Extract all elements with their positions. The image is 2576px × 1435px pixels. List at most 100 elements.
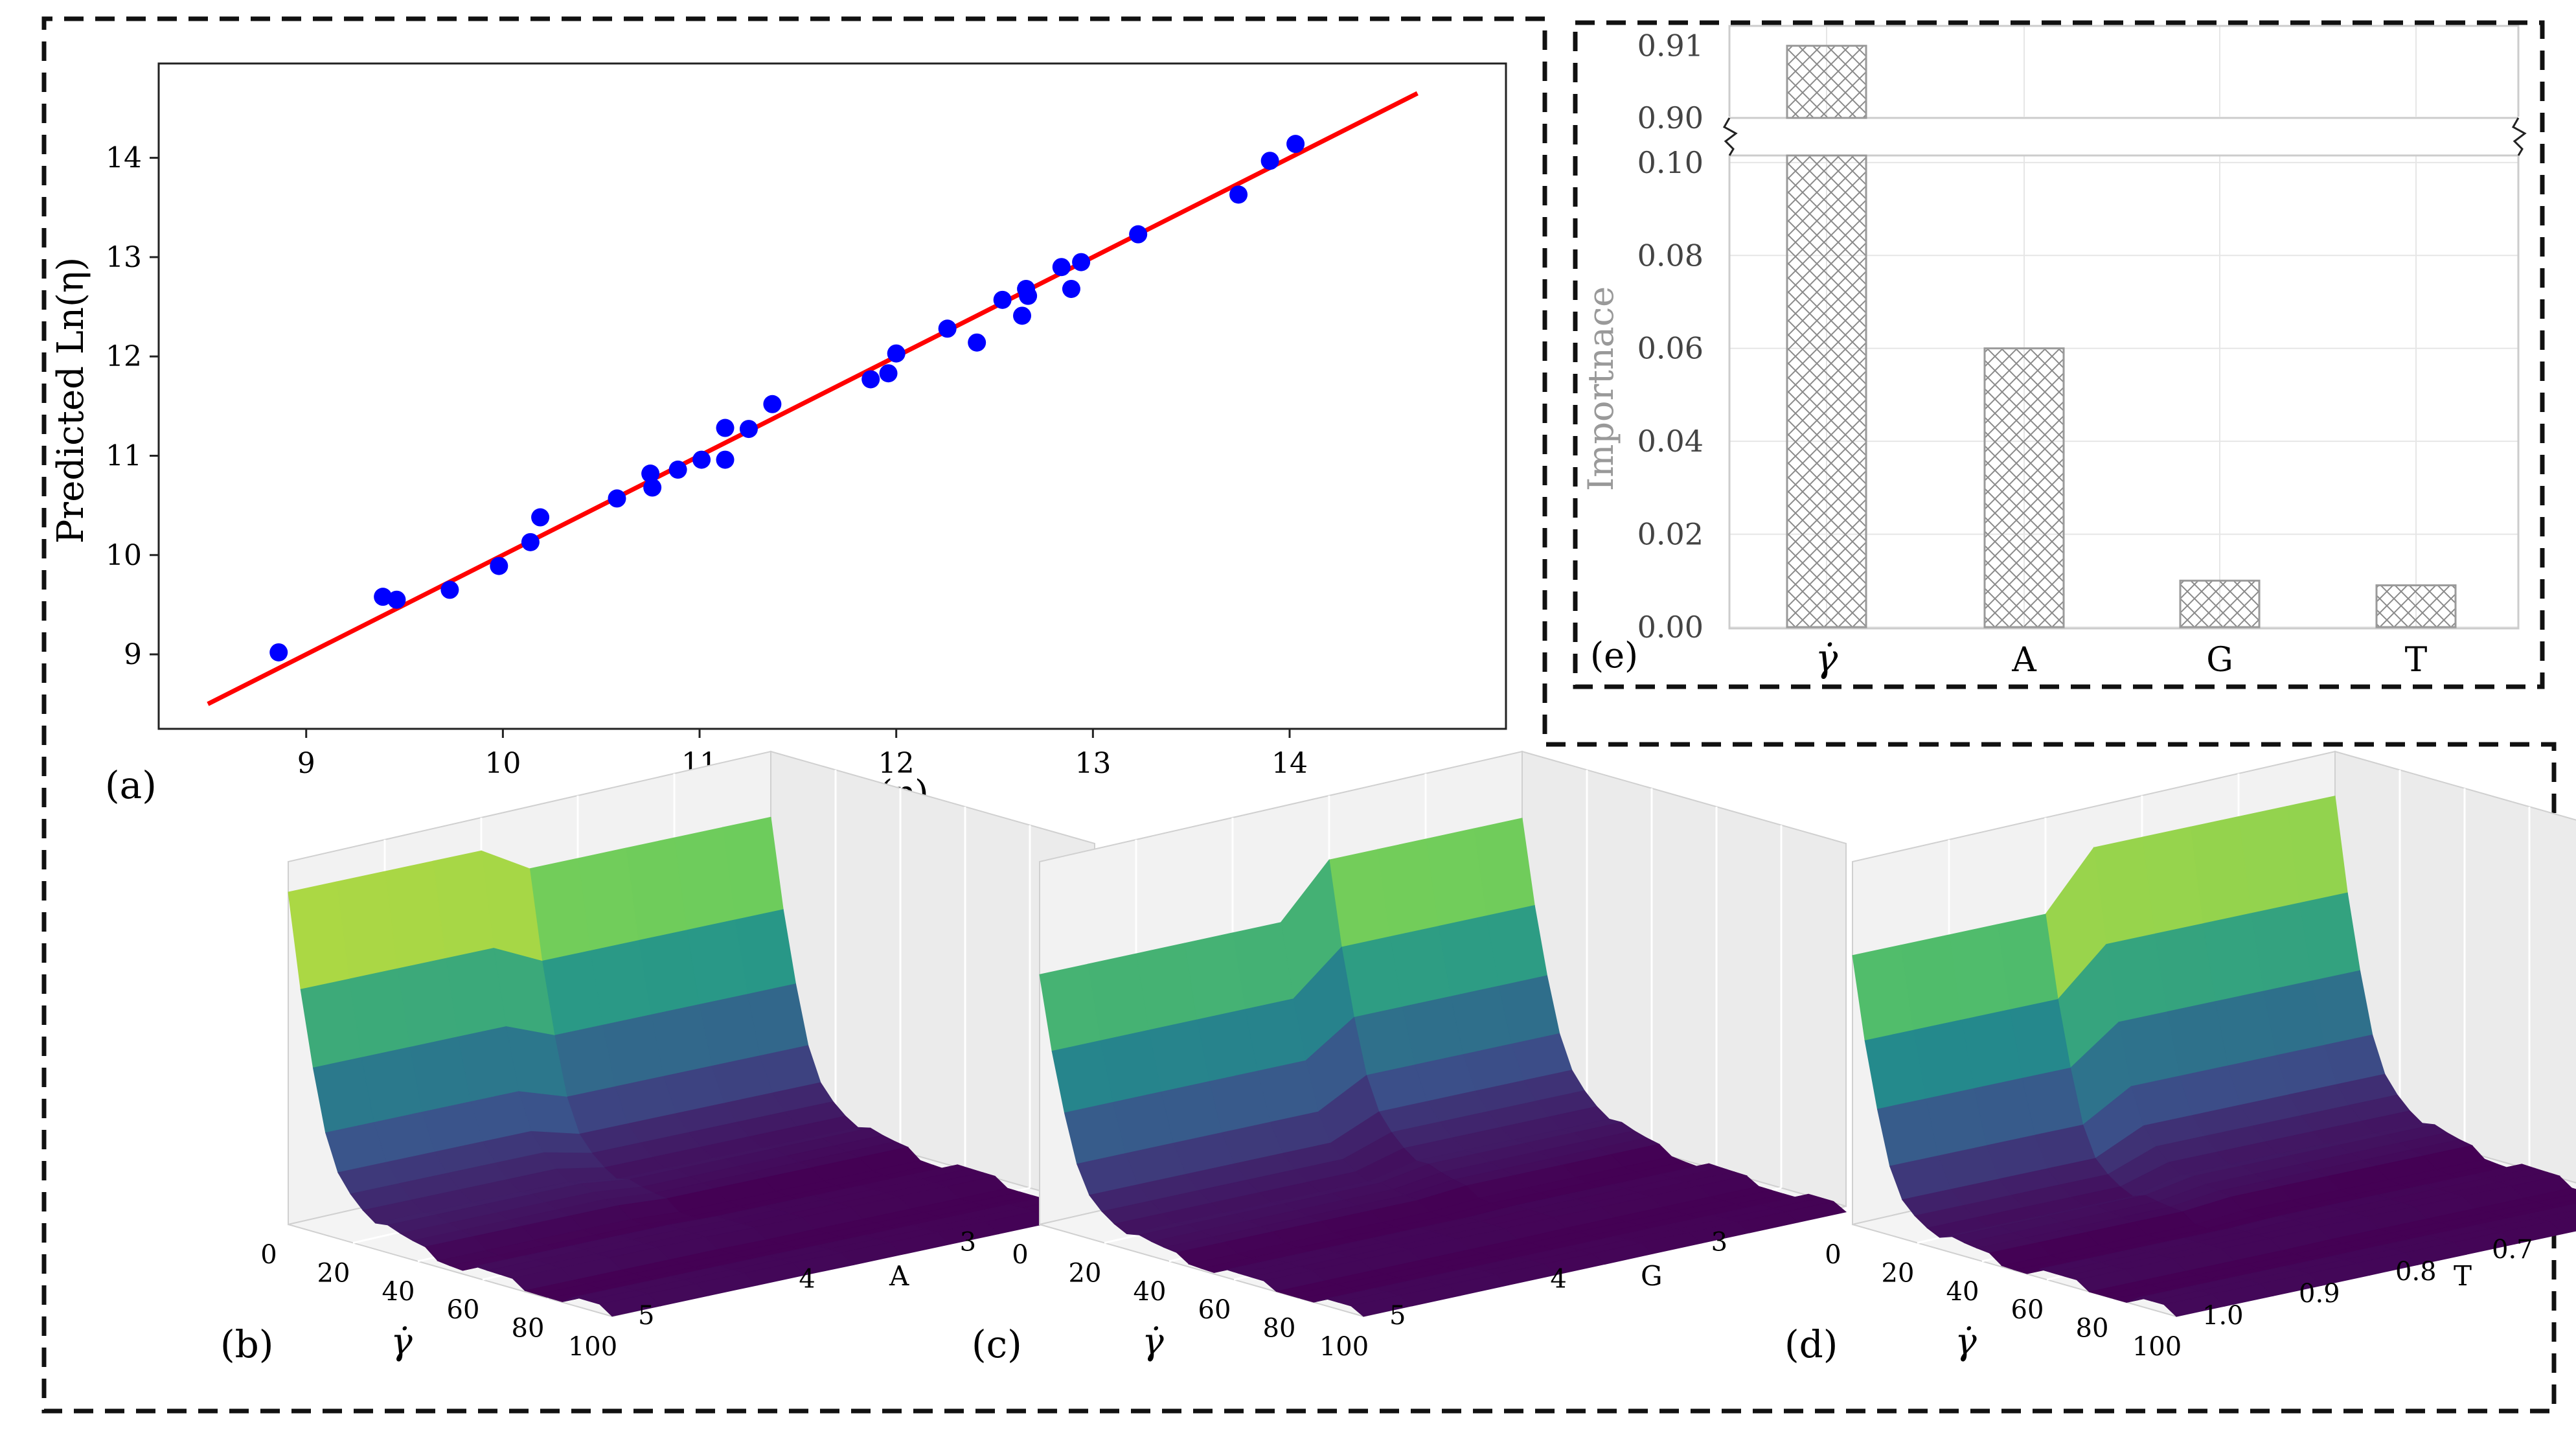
scatter-point [1062, 279, 1080, 298]
scatter-point [440, 580, 459, 599]
scatter-point [968, 333, 986, 352]
surface-patch [2163, 1294, 2226, 1317]
bar-y-tick-label: 0.02 [1637, 517, 1704, 552]
x-tick-label: 12 [878, 747, 915, 780]
surface-y-axis-label: T [2454, 1260, 2472, 1292]
x-tick-label: 13 [1075, 747, 1111, 780]
surface-y-tick-label: 0.9 [2299, 1279, 2340, 1309]
scatter-point [521, 533, 540, 551]
surface-y-tick-label: 0.7 [2492, 1235, 2533, 1265]
surface-x-tick-label: 100 [1319, 1332, 1369, 1362]
bar-y-tick-label: 0.08 [1637, 238, 1704, 273]
surface-y-tick-label: 3 [1711, 1228, 1727, 1257]
bar-y-tick-label: 0.04 [1637, 424, 1704, 459]
surface-x-tick-label: 80 [1263, 1314, 1296, 1344]
surface-x-tick-label: 0 [1012, 1240, 1028, 1270]
scatter-point [887, 344, 906, 363]
scatter-point [387, 590, 406, 609]
surface-panel-c: 020406080100234591011121314γ̇GLn(η)(c) [972, 750, 2001, 1366]
surface-x-tick-label: 60 [2011, 1295, 2044, 1325]
surface-x-tick-label: 20 [1069, 1258, 1102, 1288]
surface-x-tick-label: 0 [260, 1240, 277, 1270]
panel-label-b: (b) [220, 1322, 273, 1366]
y-tick-label: 13 [106, 241, 142, 274]
surface-patch [598, 1293, 661, 1317]
surface-x-tick-label: 100 [568, 1332, 617, 1362]
panel-label-c: (c) [972, 1322, 1022, 1366]
y-tick-label: 9 [124, 638, 142, 671]
scatter-point [641, 465, 660, 483]
scatter-point [1229, 185, 1248, 204]
surface-y-tick-label: 4 [799, 1264, 815, 1294]
scatter-point [993, 290, 1012, 309]
scatter-point [668, 460, 687, 479]
bar-x-tick-label: γ̇ [1816, 636, 1838, 680]
axis-break-gap [1723, 117, 2526, 155]
surface-y-tick-label: 0.8 [2395, 1257, 2437, 1287]
scatter-point [269, 643, 288, 661]
x-tick-label: 10 [484, 747, 521, 780]
bar [2375, 584, 2457, 628]
surface-x-tick-label: 80 [512, 1314, 545, 1344]
x-tick-label: 14 [1271, 747, 1308, 780]
surface-x-tick-label: 40 [1946, 1277, 1979, 1307]
scatter-point [1129, 225, 1148, 244]
dashed-borders [41, 16, 2557, 1414]
axis-break-mark-right [2511, 117, 2527, 156]
surface-patch [1350, 1295, 1413, 1317]
bar-y-tick-label: 0.91 [1637, 29, 1704, 63]
scatter-points [269, 135, 1305, 661]
scatter-point [531, 508, 550, 527]
surface-panel-b: 0204060801002345910111213γ̇ALn(η)(b) [220, 750, 1249, 1366]
dashed-border-panel-e [1573, 20, 2545, 689]
scatter-point [716, 419, 735, 437]
bar-plot-frame [1728, 25, 2520, 630]
surface-x-tick-label: 20 [317, 1258, 350, 1288]
scatter-point [716, 450, 735, 469]
bars [1786, 45, 2457, 628]
scatter-point [608, 489, 626, 508]
y-tick-label: 10 [106, 539, 142, 572]
y-tick-label: 12 [106, 340, 142, 373]
surface-x-axis-label: γ̇ [1142, 1321, 1164, 1363]
y-tick-label: 14 [106, 142, 142, 175]
surface-x-tick-label: 0 [1825, 1240, 1841, 1270]
surface-x-tick-label: 100 [2132, 1332, 2182, 1362]
bar-y-tick-label: 0.00 [1637, 610, 1704, 645]
surface-x-tick-label: 60 [447, 1295, 480, 1325]
surface-y-tick-label: 5 [1389, 1301, 1406, 1331]
x-tick-label: 9 [297, 747, 315, 780]
bar-y-ticks: 0.00 0.02 0.04 0.06 0.08 0.10 0.90 0.91 [1637, 29, 1704, 645]
scatter-point [374, 588, 393, 606]
scatter-point [938, 319, 957, 338]
bar-y-tick-label: 0.10 [1637, 145, 1704, 180]
scatter-point [692, 450, 711, 469]
scatter-point [879, 364, 898, 383]
bar-x-ticks: γ̇ A G T [1816, 636, 2428, 680]
surface-x-tick-label: 40 [382, 1277, 415, 1307]
scatter-point [1019, 286, 1038, 305]
panel-label-a: (a) [105, 763, 157, 807]
bar-x-tick-label: T [2405, 641, 2428, 680]
bar-x-tick-label: G [2206, 641, 2233, 680]
scatter-point [1072, 253, 1091, 271]
scatter-point [861, 370, 880, 389]
surface-x-axis-label: γ̇ [1955, 1321, 1977, 1363]
surface-y-axis-label: A [889, 1260, 909, 1292]
surface-panel-d: 0204060801000.50.60.70.80.91.0910111213γ… [1784, 750, 2576, 1366]
panel-label-d: (d) [1784, 1322, 1838, 1366]
scatter-point [1052, 258, 1071, 277]
scatter-point [1286, 135, 1305, 154]
scatter-point [739, 420, 758, 439]
surface-y-tick-label: 4 [1550, 1264, 1566, 1294]
bar-y-tick-label: 0.06 [1637, 331, 1704, 366]
surface-y-tick-label: 3 [960, 1228, 976, 1257]
bar-y-tick-label: 0.90 [1637, 100, 1704, 135]
panel-label-e: (e) [1590, 635, 1638, 676]
scatter-y-axis-label: Predicted Ln(η) [50, 257, 92, 544]
dashed-border-main [41, 16, 2557, 1414]
surface-y-axis-label: G [1641, 1260, 1663, 1292]
bar-upper-segment [1786, 45, 1867, 119]
